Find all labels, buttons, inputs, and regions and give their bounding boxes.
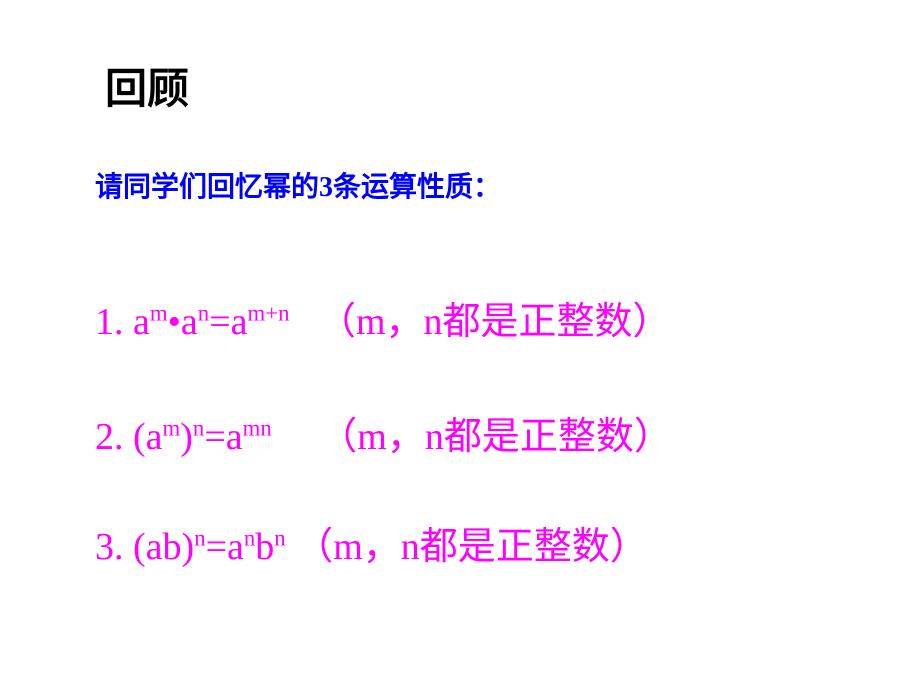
rule-2-note: （m，n都是正整数）	[319, 416, 672, 458]
rule-2-formula: (am)n=amn	[133, 416, 272, 458]
slide-title: 回顾	[105, 55, 189, 116]
rule-3-num: 3.	[95, 526, 133, 568]
rule-1-formula: am•an=am+n	[133, 301, 289, 343]
rule-3-spacing	[286, 526, 296, 568]
rule-1-note: （m，n都是正整数）	[318, 301, 671, 343]
rule-3-formula: (ab)n=anbn	[133, 526, 286, 568]
rule-1-num: 1.	[95, 301, 133, 343]
rule-2-spacing	[272, 416, 320, 458]
rule-1-spacing	[289, 301, 318, 343]
rule-3-note: （m，n都是正整数）	[295, 526, 648, 568]
rule-2: 2. (am)n=amn （m，n都是正整数）	[95, 405, 672, 460]
rule-3: 3. (ab)n=anbn （m，n都是正整数）	[95, 515, 648, 570]
slide-subtitle: 请同学们回忆幂的3条运算性质：	[95, 165, 501, 205]
rule-1: 1. am•an=am+n （m，n都是正整数）	[95, 290, 671, 345]
rule-2-num: 2.	[95, 416, 133, 458]
